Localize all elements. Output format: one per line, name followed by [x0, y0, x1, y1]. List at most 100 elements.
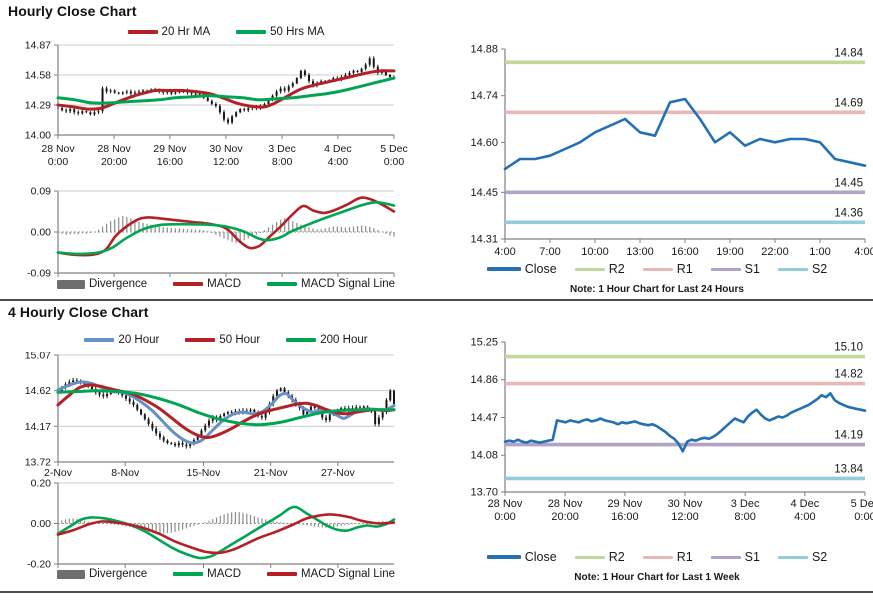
axis-tick-label: 27-Nov — [321, 467, 356, 479]
legend-item: MACD Signal Line — [267, 278, 395, 290]
axis-tick-label: 29 Nov — [607, 498, 642, 510]
axis-tick-label: 2-Nov — [44, 467, 73, 479]
legend-item: R1 — [642, 550, 693, 564]
axis-tick-label: 20:00 — [551, 511, 579, 523]
axis-tick-label: 12:00 — [213, 156, 239, 168]
legend-item: 200 Hour — [286, 334, 368, 346]
axis-tick-label: 14.45 — [834, 177, 863, 189]
legend-label: MACD — [207, 278, 242, 290]
legend-swatch-close — [486, 555, 521, 559]
legend-swatch-s2 — [777, 267, 808, 271]
legend-swatch-divergence — [57, 279, 85, 289]
last-24h-sr-legend: Close R2 R1 S1 S2 — [457, 262, 857, 276]
axis-tick-label: 0.00 — [31, 227, 52, 239]
axis-tick-label: 8-Nov — [111, 467, 140, 479]
legend-item: Divergence — [57, 278, 147, 290]
axis-tick-label: -0.09 — [27, 268, 51, 280]
axis-tick-label: 14.36 — [834, 207, 863, 219]
legend-item: S2 — [777, 550, 828, 564]
legend-item: 20 Hour — [84, 334, 159, 346]
legend-swatch-s2 — [777, 555, 808, 559]
four-hourly-section-title: 4 Hourly Close Chart — [8, 304, 149, 320]
legend-swatch-s1 — [710, 555, 741, 559]
legend-item: Close — [486, 550, 557, 564]
axis-tick-label: 0.20 — [31, 478, 52, 490]
axis-tick-label: 5 Dec — [380, 143, 407, 155]
axis-tick-label: 10:00 — [581, 246, 609, 258]
candles — [57, 56, 395, 125]
axis-tick-label: 0:00 — [48, 156, 69, 168]
axis-tick-label: 22:00 — [761, 246, 789, 258]
legend-item: Divergence — [57, 568, 147, 580]
axis-tick-label: 12:00 — [671, 511, 699, 523]
axis-tick-label: 14.17 — [25, 421, 51, 433]
axis-tick-label: 14.31 — [470, 234, 498, 246]
legend-label: Close — [524, 262, 557, 276]
axis-tick-label: 13.84 — [834, 463, 863, 475]
legend-swatch-200-hour — [286, 338, 317, 342]
axis-tick-label: 19:00 — [716, 246, 744, 258]
legend-label: 50 Hrs MA — [270, 26, 325, 38]
legend-label: S2 — [811, 550, 828, 564]
axis-tick-label: 14.87 — [25, 40, 51, 52]
axis-tick-label: 16:00 — [157, 156, 183, 168]
legend-swatch-macd-signal-line — [267, 572, 298, 576]
axis-tick-label: 4:00 — [794, 511, 815, 523]
axis-tick-label: -0.20 — [27, 559, 51, 571]
sr-levels: 14.84 14.69 14.45 14.36 — [505, 47, 865, 225]
legend-label: S2 — [811, 262, 828, 276]
legend-swatch-50-hour — [185, 338, 216, 342]
series-line-50-hrs-ma — [56, 76, 396, 105]
legend-label: R1 — [676, 262, 693, 276]
axis-tick-label: 13:00 — [626, 246, 654, 258]
axis-tick-label: 29 Nov — [153, 143, 187, 155]
axis-tick-label: 15.10 — [834, 342, 863, 354]
legend-swatch-close — [486, 267, 521, 271]
bottom-divider — [0, 591, 873, 593]
axes: 15.07 14.62 14.17 13.722-Nov 8-Nov 15-Nov 21-N… — [25, 352, 394, 479]
axis-tick-label: 4:00 — [494, 246, 515, 258]
axis-tick-label: 5 Dec — [851, 498, 873, 510]
legend-item: R2 — [574, 550, 625, 564]
four-hourly-macd-legend: Divergence MACD MACD Signal Line — [57, 568, 395, 580]
legend-item: S1 — [710, 550, 760, 564]
axis-tick-label: 4 Dec — [324, 143, 351, 155]
axis-tick-label: 8:00 — [734, 511, 755, 523]
legend-swatch-50-hrs-ma — [236, 30, 267, 34]
legend-swatch-macd-signal-line — [267, 282, 298, 286]
legend-item: R2 — [574, 262, 625, 276]
legend-label: MACD Signal Line — [301, 278, 396, 290]
legend-item: 50 Hour — [185, 334, 260, 346]
axis-tick-label: 3 Dec — [268, 143, 295, 155]
hourly-macd-chart: 0.09 0.00 -0.09 — [27, 186, 396, 280]
axis-tick-label: 0:00 — [494, 511, 515, 523]
legend-swatch-20-hr-ma — [127, 30, 158, 34]
axis-tick-label: 4 Dec — [791, 498, 820, 510]
axis-tick-label: 14.58 — [25, 70, 51, 82]
close-line — [503, 97, 867, 171]
axis-tick-label: 16:00 — [671, 246, 699, 258]
section-divider — [0, 299, 873, 301]
series-line-200-hour — [56, 389, 396, 427]
axis-tick-label: 13.72 — [25, 457, 51, 469]
legend-label: 50 Hour — [219, 334, 261, 346]
legend-swatch-divergence — [57, 569, 85, 579]
axis-tick-label: 16:00 — [611, 511, 639, 523]
axis-tick-label: 1:00 — [809, 246, 830, 258]
close-line — [503, 391, 867, 453]
axis-tick-label: 14.29 — [25, 100, 51, 112]
axis-tick-label: 14.45 — [470, 187, 498, 199]
axis-tick-label: 14.00 — [25, 130, 51, 142]
legend-item: 20 Hr MA — [127, 26, 210, 38]
series-line-macd-signal-line — [56, 201, 396, 256]
series-line-50-hour — [56, 383, 396, 439]
series-line-macd — [56, 505, 396, 560]
axis-tick-label: 21-Nov — [254, 467, 289, 479]
legend-label: S1 — [744, 262, 760, 276]
